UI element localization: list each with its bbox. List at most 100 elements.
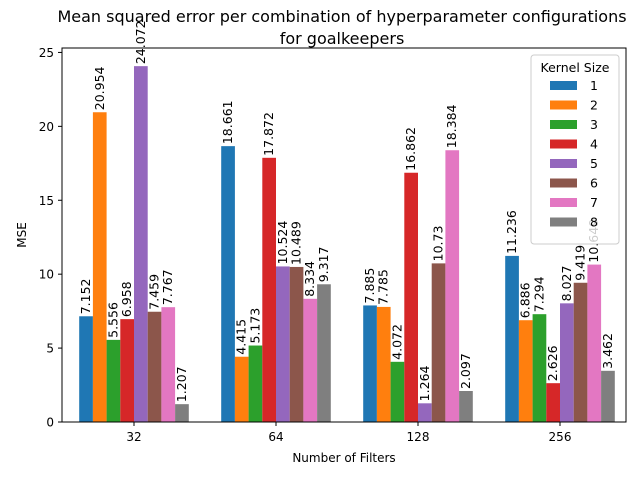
y-tick-label: 25 xyxy=(39,46,54,60)
bar-kernel-3-filters-64 xyxy=(248,345,263,422)
data-label-kernel-1-filters-64: 18.661 xyxy=(220,100,235,144)
legend: Kernel Size 1 2 3 4 5 6 7 8 xyxy=(530,54,620,245)
legend-label-kernel-7: 7 xyxy=(590,195,598,210)
legend-items: 1 2 3 4 5 6 7 8 xyxy=(550,78,598,230)
data-label-kernel-8-filters-64: 9.317 xyxy=(316,246,331,282)
data-label-kernel-4-filters-64: 17.872 xyxy=(261,112,276,156)
bar-kernel-4-filters-128 xyxy=(404,172,418,422)
data-label-kernel-2-filters-32: 20.954 xyxy=(92,66,107,110)
bar-kernel-8-filters-256 xyxy=(601,370,615,422)
bar-kernel-6-filters-64 xyxy=(289,266,304,422)
data-label-kernel-5-filters-128: 1.264 xyxy=(417,365,432,401)
chart-title-line-2: for goalkeepers xyxy=(280,29,405,48)
bar-kernel-1-filters-256 xyxy=(505,255,519,422)
legend-swatch-kernel-4 xyxy=(550,139,577,149)
y-tick-label: 15 xyxy=(39,194,54,208)
bar-kernel-4-filters-32 xyxy=(120,319,134,422)
plot-frame xyxy=(61,47,627,423)
bar-kernel-7-filters-64 xyxy=(303,298,318,422)
bar-kernel-8-filters-32 xyxy=(175,404,189,422)
bar-kernel-4-filters-256 xyxy=(546,383,560,422)
data-labels-layer: 7.152 18.661 7.885 11.236 20.954 4.415 7.785 6.… xyxy=(78,20,615,402)
bar-kernel-2-filters-64 xyxy=(234,356,249,422)
legend-swatch-kernel-3 xyxy=(550,120,577,129)
y-axis: 0 5 10 15 20 25 xyxy=(39,46,62,430)
data-label-kernel-3-filters-128: 4.072 xyxy=(389,324,404,360)
bar-kernel-3-filters-32 xyxy=(106,339,121,422)
x-tick-label: 64 xyxy=(268,430,283,444)
bar-kernel-1-filters-64 xyxy=(221,146,235,422)
data-label-kernel-6-filters-128: 10.73 xyxy=(431,226,446,262)
bar-kernel-2-filters-256 xyxy=(518,320,533,422)
x-tick-label: 256 xyxy=(549,430,572,444)
bar-kernel-5-filters-32 xyxy=(134,66,148,423)
data-label-kernel-4-filters-128: 16.862 xyxy=(403,127,418,171)
data-label-kernel-6-filters-64: 10.489 xyxy=(289,221,304,265)
bar-kernel-3-filters-128 xyxy=(390,361,405,422)
data-label-kernel-6-filters-32: 7.459 xyxy=(147,274,162,310)
data-label-kernel-3-filters-32: 5.556 xyxy=(105,302,120,338)
data-label-kernel-6-filters-256: 9.419 xyxy=(573,245,588,281)
plot-area: 7.152 18.661 7.885 11.236 20.954 4.415 7.785 6.… xyxy=(39,20,627,444)
legend-label-kernel-5: 5 xyxy=(590,156,598,171)
bar-kernel-7-filters-256 xyxy=(587,264,602,422)
bar-kernel-6-filters-128 xyxy=(431,263,446,422)
bar-kernel-5-filters-128 xyxy=(418,403,432,422)
y-axis-label: MSE xyxy=(15,222,29,248)
legend-swatch-kernel-7 xyxy=(550,198,577,207)
y-tick-label: 10 xyxy=(39,268,54,282)
data-label-kernel-3-filters-256: 7.294 xyxy=(531,276,546,312)
bar-kernel-7-filters-128 xyxy=(445,150,460,423)
bar-kernel-7-filters-32 xyxy=(161,307,176,422)
legend-swatch-kernel-8 xyxy=(550,217,577,227)
data-label-kernel-7-filters-64: 8.334 xyxy=(302,261,317,297)
bar-kernel-6-filters-32 xyxy=(147,311,162,422)
y-tick-label: 5 xyxy=(46,342,54,356)
data-label-kernel-1-filters-128: 7.885 xyxy=(362,268,377,304)
bar-kernel-2-filters-32 xyxy=(92,112,107,422)
bar-kernel-2-filters-128 xyxy=(376,306,391,422)
data-label-kernel-1-filters-32: 7.152 xyxy=(78,278,93,314)
legend-label-kernel-3: 3 xyxy=(590,117,598,132)
data-label-kernel-3-filters-64: 5.173 xyxy=(247,308,262,344)
data-label-kernel-2-filters-128: 7.785 xyxy=(376,269,391,305)
bar-kernel-5-filters-256 xyxy=(560,303,574,422)
bar-kernel-3-filters-256 xyxy=(532,314,547,422)
data-label-kernel-5-filters-64: 10.524 xyxy=(275,221,290,265)
legend-swatch-kernel-6 xyxy=(550,178,577,188)
x-tick-label: 32 xyxy=(126,430,141,444)
data-label-kernel-8-filters-128: 2.097 xyxy=(458,353,473,389)
bar-kernel-1-filters-128 xyxy=(363,305,377,422)
x-axis-label: Number of Filters xyxy=(292,451,395,465)
data-label-kernel-8-filters-32: 1.207 xyxy=(174,366,189,402)
data-label-kernel-5-filters-32: 24.072 xyxy=(133,20,148,64)
data-label-kernel-8-filters-256: 3.462 xyxy=(600,333,615,369)
data-label-kernel-7-filters-128: 18.384 xyxy=(444,104,459,148)
chart-title-line-1: Mean squared error per combination of hy… xyxy=(57,7,626,26)
bar-kernel-4-filters-64 xyxy=(262,157,276,422)
legend-label-kernel-8: 8 xyxy=(590,215,598,230)
y-tick-label: 20 xyxy=(39,120,54,134)
data-label-kernel-4-filters-32: 6.958 xyxy=(119,281,134,317)
legend-label-kernel-4: 4 xyxy=(590,137,598,152)
data-label-kernel-2-filters-64: 4.415 xyxy=(234,319,249,355)
legend-swatch-kernel-1 xyxy=(550,81,577,90)
data-label-kernel-4-filters-256: 2.626 xyxy=(545,345,560,381)
bar-kernel-6-filters-256 xyxy=(573,282,588,422)
bar-kernel-8-filters-128 xyxy=(459,391,473,422)
legend-label-kernel-1: 1 xyxy=(590,78,598,93)
x-tick-label: 128 xyxy=(407,430,430,444)
bar-kernel-8-filters-64 xyxy=(317,284,331,422)
legend-title: Kernel Size xyxy=(541,60,610,75)
bars-layer xyxy=(79,66,615,423)
legend-label-kernel-6: 6 xyxy=(590,176,598,191)
bar-kernel-1-filters-32 xyxy=(79,316,93,422)
legend-swatch-kernel-2 xyxy=(550,100,577,110)
data-label-kernel-2-filters-256: 6.886 xyxy=(518,282,533,318)
x-axis: 32 64 128 256 xyxy=(126,422,571,444)
data-label-kernel-5-filters-256: 8.027 xyxy=(559,266,574,302)
legend-label-kernel-2: 2 xyxy=(590,98,598,113)
data-label-kernel-7-filters-32: 7.767 xyxy=(160,269,175,305)
